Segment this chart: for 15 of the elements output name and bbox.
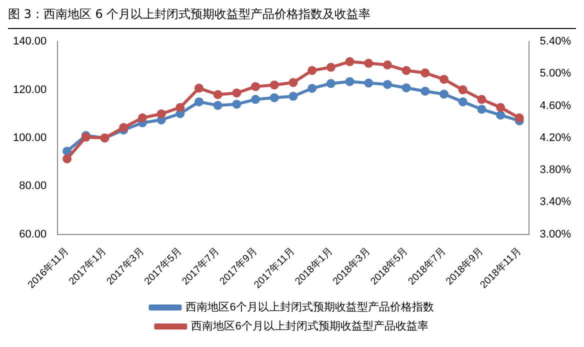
- y2-tick-label: 4.60%: [540, 100, 572, 112]
- y-tick-label: 120.00: [12, 84, 47, 96]
- y2-tick-label: 3.80%: [540, 164, 572, 176]
- y2-tick-label: 3.40%: [540, 196, 572, 208]
- legend-label: 西南地区6个月以上封闭式预期收益型产品收益率: [191, 320, 428, 333]
- y2-tick-label: 3.00%: [540, 228, 572, 240]
- y-tick-label: 60.00: [19, 228, 47, 240]
- chart-title: 图 3：西南地区 6 个月以上封闭式预期收益型产品价格指数及收益率: [8, 6, 371, 23]
- legend-label: 西南地区6个月以上封闭式预期收益型产品价格指数: [186, 300, 434, 314]
- y-tick-label: 140.00: [12, 36, 47, 48]
- y2-tick-label: 5.00%: [540, 68, 572, 80]
- y2-tick-label: 5.40%: [540, 36, 572, 48]
- y-tick-label: 100.00: [12, 132, 47, 144]
- y-tick-label: 80.00: [19, 180, 47, 192]
- y2-tick-label: 4.20%: [540, 132, 572, 144]
